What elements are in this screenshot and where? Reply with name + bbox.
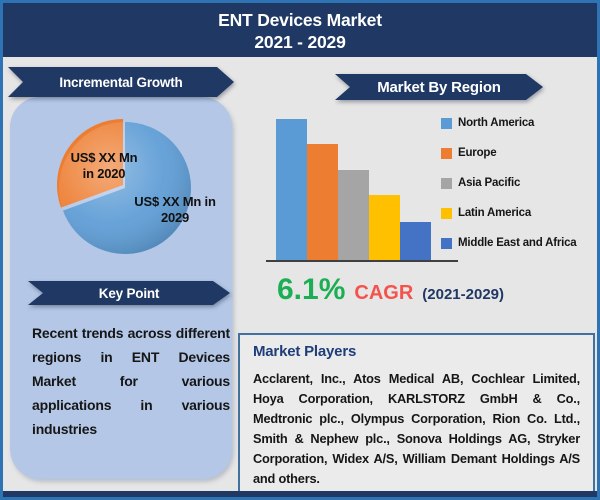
pie-label-2029-line1: US$ XX Mn in: [134, 194, 216, 209]
market-players-box: Market Players Acclarent, Inc., Atos Med…: [238, 333, 595, 494]
pie-label-2020-line1: US$ XX Mn: [70, 150, 138, 165]
legend-item-latin-america: Latin America: [441, 207, 577, 219]
key-point-text: Recent trends across different regions i…: [32, 325, 230, 437]
incremental-growth-banner-label: Incremental Growth: [8, 67, 234, 97]
legend-label: Middle East and Africa: [458, 237, 577, 249]
legend-item-middle-east-and-africa: Middle East and Africa: [441, 237, 577, 249]
pie-label-2029-line2: 2029: [160, 210, 190, 225]
legend-swatch-icon: [441, 207, 452, 219]
incremental-growth-banner: Incremental Growth: [8, 67, 234, 97]
legend-swatch-icon: [441, 177, 452, 189]
legend-item-north-america: North America: [441, 117, 577, 129]
bar-asia-pacific: [338, 170, 369, 260]
bar-middle-east-and-africa: [400, 222, 431, 260]
cagr-line: 6.1% CAGR (2021-2029): [277, 273, 504, 307]
bar-latin-america: [369, 195, 400, 260]
bottom-rule: [3, 491, 597, 497]
legend-item-asia-pacific: Asia Pacific: [441, 177, 577, 189]
pie-sheen-overlay: [59, 122, 191, 254]
key-point-banner: Key Point: [28, 281, 230, 305]
market-by-region-banner: Market By Region: [335, 74, 543, 100]
cagr-value: 6.1%: [277, 273, 346, 306]
legend-label: Latin America: [458, 207, 532, 219]
legend-label: Europe: [458, 147, 497, 159]
page-title-line1: ENT Devices Market: [218, 10, 382, 30]
bar-europe: [307, 144, 338, 260]
market-players-title: Market Players: [253, 343, 357, 360]
page-title: ENT Devices Market 2021 - 2029: [3, 3, 597, 57]
incremental-growth-pie-chart: [57, 119, 192, 254]
legend-swatch-icon: [441, 237, 452, 249]
key-point-banner-label: Key Point: [28, 281, 230, 305]
region-bar-chart: [266, 119, 458, 262]
market-players-text: Acclarent, Inc., Atos Medical AB, Cochle…: [253, 371, 580, 486]
pie-label-2020-line2: in 2020: [82, 166, 126, 181]
pie-label-2020: US$ XX Mn in 2020: [60, 150, 148, 182]
bar-north-america: [276, 119, 307, 260]
legend-swatch-icon: [441, 117, 452, 129]
legend-item-europe: Europe: [441, 147, 577, 159]
market-by-region-banner-label: Market By Region: [335, 74, 543, 100]
legend-label: North America: [458, 117, 535, 129]
page-title-line2: 2021 - 2029: [254, 32, 346, 52]
cagr-label: CAGR: [354, 282, 414, 304]
legend-label: Asia Pacific: [458, 177, 521, 189]
legend-swatch-icon: [441, 147, 452, 159]
cagr-period: (2021-2029): [422, 286, 505, 303]
pie-label-2029: US$ XX Mn in 2029: [120, 194, 230, 226]
region-legend: North America Europe Asia Pacific Latin Ame…: [441, 117, 577, 249]
